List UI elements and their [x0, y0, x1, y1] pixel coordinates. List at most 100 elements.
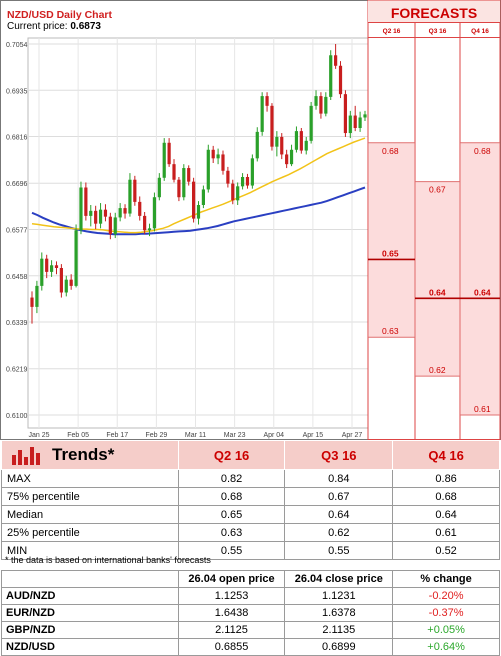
candle-body [30, 297, 34, 307]
currency-pair: GBP/NZD [1, 621, 179, 639]
candle-body [64, 279, 68, 293]
candles [30, 44, 367, 324]
forecast-high-label: 0.68 [474, 146, 491, 156]
forecasts-title: FORECASTS [390, 5, 478, 21]
x-tick-label: Jan 25 [28, 432, 49, 439]
candle-body [69, 279, 73, 286]
candle-body [236, 186, 240, 201]
candle-body [358, 117, 362, 128]
forecast-low-label: 0.63 [382, 326, 399, 336]
forecast-range-box [416, 181, 459, 377]
candle-body [324, 96, 328, 114]
candle-body [280, 136, 284, 155]
trends-row-label: MIN [1, 541, 179, 560]
y-tick-label: 0.6339 [6, 320, 28, 327]
y-axis: 0.7054 0.6935 0.6816 0.6696 0.6577 0.6458 0.63… [6, 42, 28, 420]
y-tick-label: 0.6577 [6, 228, 28, 235]
candle-body [54, 265, 59, 268]
prices-row: EUR/NZD 1.6438 1.6378 -0.37% [1, 604, 500, 622]
forecast-low-label: 0.61 [474, 404, 491, 414]
x-tick-label: Apr 27 [342, 432, 363, 439]
candle-body [309, 105, 313, 141]
candle-body [289, 149, 294, 165]
trends-row: 75% percentile 0.68 0.67 0.68 [1, 487, 500, 506]
y-tick-label: 0.6219 [6, 367, 28, 374]
candle-body [74, 230, 78, 286]
candle-body [353, 115, 357, 128]
bar-chart-icon [12, 447, 40, 466]
candle-body [299, 131, 303, 151]
candle-body [363, 114, 367, 118]
candle-body [133, 179, 137, 202]
prices-header-row: 26.04 open price 26.04 close price % cha… [1, 570, 500, 588]
percent-change: +0.64% [392, 638, 500, 656]
forecast-range-box [369, 142, 414, 338]
trends-row: MIN 0.55 0.55 0.52 [1, 541, 500, 560]
trends-cell: 0.68 [392, 487, 500, 506]
trends-row-label: Median [1, 505, 179, 524]
forecast-median-label: 0.64 [429, 287, 446, 297]
prices-header-cell: 26.04 open price [177, 570, 286, 588]
candle-body [265, 96, 269, 106]
forecast-quarter-label: Q3 16 [429, 28, 447, 35]
candle-body [245, 177, 250, 186]
candle-body [260, 96, 264, 132]
candle-body [314, 96, 318, 106]
percent-change: +0.05% [392, 621, 500, 639]
x-tick-label: Feb 05 [67, 432, 89, 439]
candle-body [138, 201, 142, 216]
current-price-label: Current price: [7, 21, 68, 32]
candle-body [250, 158, 254, 186]
trends-cell: 0.68 [178, 487, 286, 506]
candle-body [211, 149, 215, 159]
trends-cell: 0.62 [284, 523, 394, 542]
trends-cell: 0.64 [284, 505, 394, 524]
candle-body [49, 265, 54, 272]
forecast-high-label: 0.68 [382, 146, 399, 156]
prices-header-cell [1, 570, 179, 588]
prices-row: NZD/USD 0.6855 0.6899 +0.64% [1, 638, 500, 656]
candle-body [201, 189, 205, 205]
candle-body [79, 187, 83, 231]
candle-body [294, 131, 299, 150]
candle-body [108, 216, 112, 235]
candle-body [143, 215, 147, 231]
percent-change: -0.37% [392, 604, 500, 622]
candle-body [334, 55, 338, 66]
candle-body [59, 268, 63, 293]
trends-row-label: 25% percentile [1, 523, 179, 542]
candle-body [196, 205, 201, 219]
trends-table: Trends* Q2 16 Q3 16 Q4 16 MAX 0.82 0.84 … [1, 440, 500, 560]
trends-cell: 0.61 [392, 523, 500, 542]
open-price: 1.6438 [177, 604, 286, 622]
candle-body [348, 115, 352, 134]
trends-header-row: Trends* Q2 16 Q3 16 Q4 16 [1, 440, 500, 470]
candle-body [226, 170, 230, 184]
y-tick-label: 0.6696 [6, 181, 28, 188]
candle-body [206, 149, 210, 190]
open-price: 2.1125 [177, 621, 286, 639]
y-tick-label: 0.6935 [6, 88, 28, 95]
x-tick-label: Feb 29 [145, 432, 167, 439]
candle-body [98, 209, 103, 224]
candle-body [270, 105, 274, 147]
trends-col-q3: Q3 16 [284, 440, 394, 470]
current-price-value: 0.6873 [70, 21, 101, 32]
open-price: 1.1253 [177, 587, 286, 605]
chart-title: NZD/USD Daily Chart [7, 9, 113, 21]
trends-footnote: * the data is based on international ban… [5, 555, 211, 565]
chart-area: 0.7054 0.6935 0.6816 0.6696 0.6577 0.6458 0.63… [0, 0, 501, 440]
slow-moving-average-line [31, 186, 366, 236]
candle-body [240, 177, 245, 187]
candle-body [187, 168, 191, 182]
prices-header-cell: 26.04 close price [284, 570, 394, 588]
prices-row: AUD/NZD 1.1253 1.1231 -0.20% [1, 587, 500, 605]
candle-body [45, 258, 49, 272]
forecast-quarter-label: Q2 16 [383, 28, 401, 35]
y-tick-label: 0.7054 [6, 42, 28, 49]
trends-cell: 0.63 [178, 523, 286, 542]
prices-header-cell: % change [392, 570, 500, 588]
candle-body [123, 208, 127, 214]
candle-body [338, 65, 343, 95]
forecast-title-band [368, 0, 500, 23]
